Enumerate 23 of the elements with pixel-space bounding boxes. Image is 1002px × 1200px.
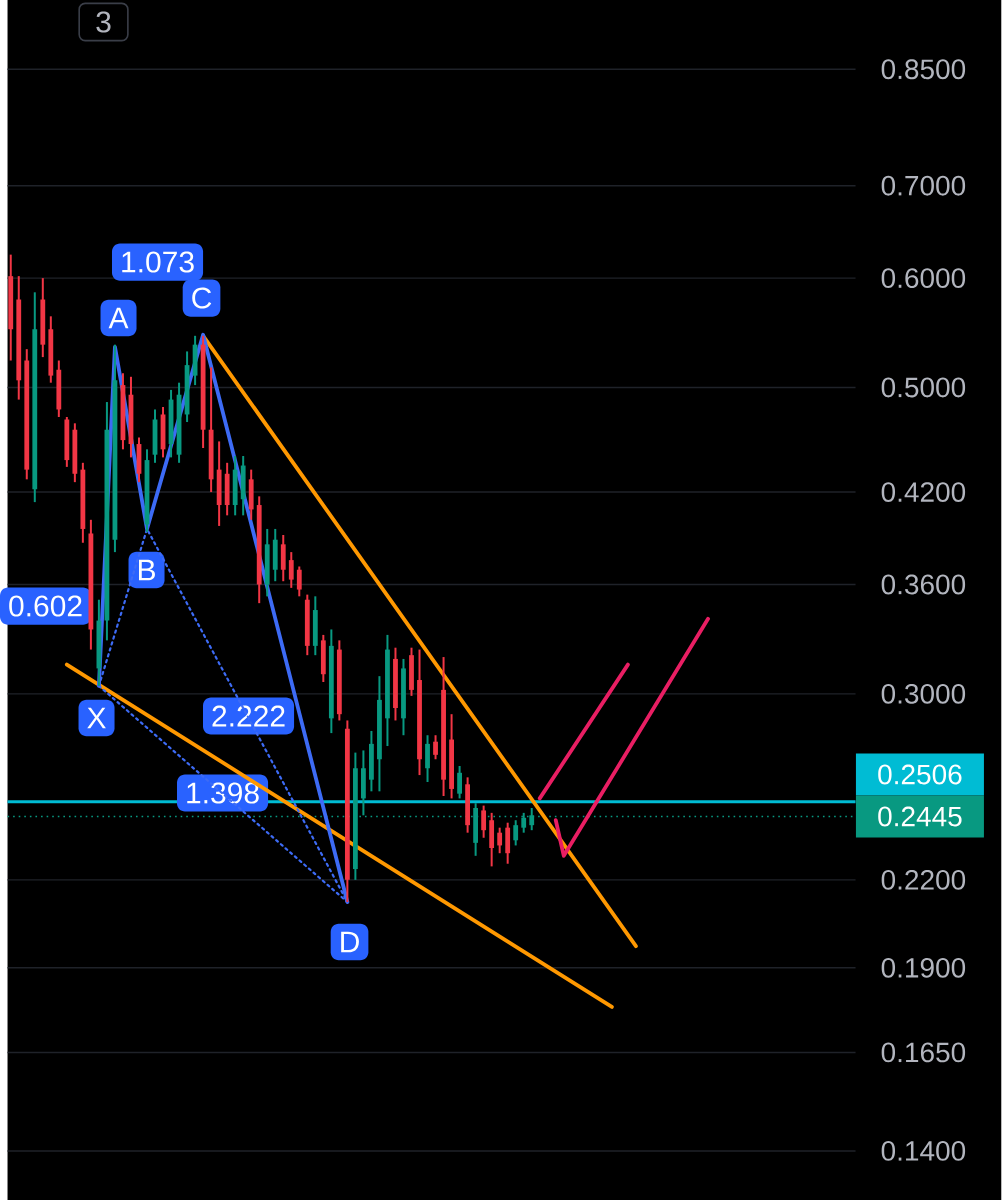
y-tick-label: 0.1400: [881, 1141, 966, 1161]
ref-line-label: 0.2506: [878, 764, 962, 785]
annotation: 3: [96, 11, 111, 33]
annotation: C: [192, 287, 212, 309]
annotation: 2.222: [212, 705, 285, 727]
annotation: X: [87, 707, 107, 729]
annotation: A: [108, 307, 129, 329]
annotation: 1.398: [187, 782, 259, 804]
ref-line-label: 0.2445: [878, 806, 962, 827]
y-tick-label: 0.3000: [881, 683, 966, 704]
y-tick-label: 0.3600: [881, 574, 966, 595]
annotation: D: [341, 931, 360, 953]
y-tick-label: 0.2200: [881, 869, 966, 890]
y-tick-label: 0.1900: [881, 957, 966, 978]
annotation: 0.602: [9, 595, 82, 617]
y-tick-label: 0.6000: [881, 268, 966, 289]
y-tick-label: 0.5000: [881, 377, 966, 398]
y-tick-label: 0.1650: [881, 1042, 966, 1063]
annotation: B: [139, 559, 156, 581]
y-tick-label: 0.4200: [881, 482, 966, 502]
y-tick-label: 0.8500: [881, 59, 966, 80]
annotation: 1.073: [122, 251, 194, 273]
y-tick-label: 0.7000: [881, 175, 966, 196]
